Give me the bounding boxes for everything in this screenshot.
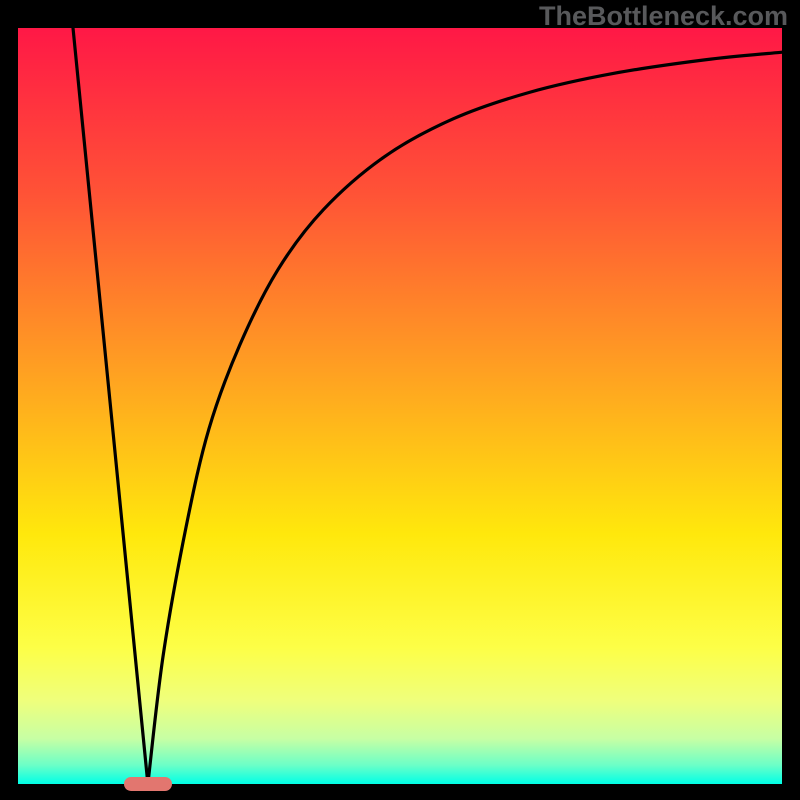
watermark-text: TheBottleneck.com — [539, 1, 788, 32]
frame-border-left — [0, 0, 18, 800]
optimal-marker — [124, 777, 172, 791]
bottleneck-chart: TheBottleneck.com — [0, 0, 800, 800]
frame-border-bottom — [0, 784, 800, 800]
frame-border-right — [782, 0, 800, 800]
plot-frame — [0, 0, 800, 800]
plot-gradient-background — [18, 28, 782, 784]
